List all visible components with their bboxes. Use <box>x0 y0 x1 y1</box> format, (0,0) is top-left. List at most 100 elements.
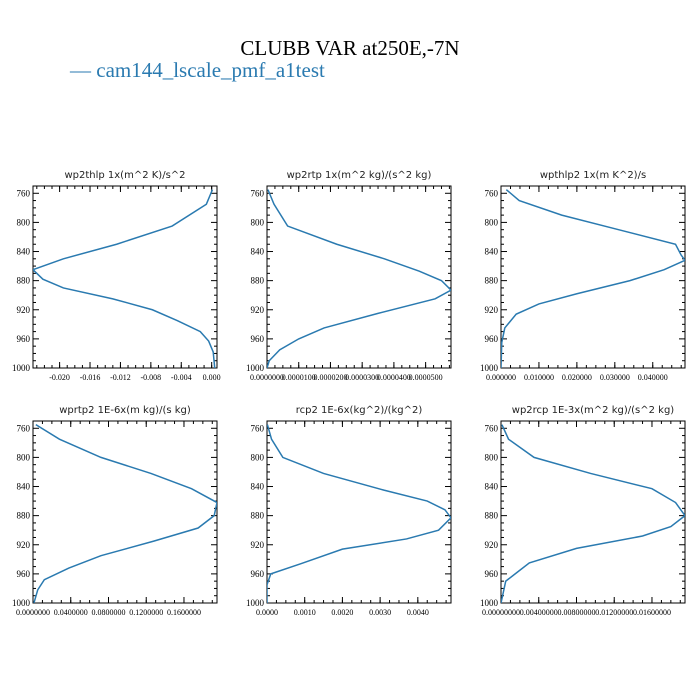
x-tick-label: 0.040000 <box>638 373 668 382</box>
x-tick-label: 0.0800000 <box>91 608 125 617</box>
subplot-title: wp2rcp 1E-3x(m^2 kg)/(s^2 kg) <box>512 405 675 416</box>
y-tick-label: 880 <box>17 511 31 521</box>
x-tick-label: 0.020000 <box>562 373 592 382</box>
y-tick-label: 920 <box>251 540 265 550</box>
y-tick-label: 920 <box>485 305 499 315</box>
x-tick-label: 0.0000 <box>256 608 278 617</box>
y-tick-label: 960 <box>17 569 31 579</box>
plot-frame <box>266 185 452 369</box>
legend-line-marker: — <box>70 58 91 82</box>
x-tick-label: -0.020 <box>49 373 70 382</box>
y-tick-label: 800 <box>251 452 265 462</box>
y-tick-label: 1000 <box>246 363 265 373</box>
x-tick-label: 0.0000300 <box>345 373 379 382</box>
subplot-3: wpthlp2 1x(m K^2)/s 760 800 840 880 920 960 100… <box>480 170 686 382</box>
x-tick-label: 0.00800000 <box>557 608 595 617</box>
y-tick-label: 760 <box>485 423 499 433</box>
x-tick-label: 0.01600000 <box>633 608 671 617</box>
plot-frame <box>266 420 452 604</box>
plot-frame <box>32 185 218 369</box>
subplot-2: wp2rtp 1x(m^2 kg)/(s^2 kg) 760 800 840 880 92… <box>246 170 452 382</box>
x-tick-label: 0.0000200 <box>313 373 347 382</box>
y-tick-label: 840 <box>485 247 499 257</box>
y-tick-label: 1000 <box>12 598 31 608</box>
series-line <box>33 424 217 603</box>
x-tick-label: 0.0000000 <box>250 373 284 382</box>
chart-title: CLUBB VAR at250E,-7N <box>240 36 460 60</box>
x-tick-label: 0.010000 <box>524 373 554 382</box>
subplot-6: wp2rcp 1E-3x(m^2 kg)/(s^2 kg) 760 800 840 88… <box>480 405 686 617</box>
legend: — cam144_lscale_pmf_a1test <box>70 58 325 83</box>
x-tick-label: 0.0000000 <box>16 608 50 617</box>
x-tick-label: 0.00400000 <box>520 608 558 617</box>
y-tick-label: 880 <box>251 511 265 521</box>
subplot-title: wp2rtp 1x(m^2 kg)/(s^2 kg) <box>287 170 432 181</box>
y-tick-label: 880 <box>485 276 499 286</box>
y-tick-label: 760 <box>485 188 499 198</box>
plot-frame <box>500 420 686 604</box>
x-tick-label: 0.01200000 <box>595 608 633 617</box>
y-tick-label: 800 <box>485 452 499 462</box>
y-tick-label: 920 <box>17 305 31 315</box>
x-tick-label: -0.004 <box>171 373 192 382</box>
legend-label: cam144_lscale_pmf_a1test <box>96 58 325 82</box>
y-tick-label: 840 <box>17 247 31 257</box>
subplot-title: rcp2 1E-6x(kg^2)/(kg^2) <box>296 405 423 416</box>
series-line <box>501 424 685 603</box>
series-line <box>501 189 685 368</box>
series-line <box>267 189 451 368</box>
y-tick-label: 800 <box>485 217 499 227</box>
subplot-4: wprtp2 1E-6x(m kg)/(s kg) 760 800 840 880 920… <box>12 405 218 617</box>
x-tick-label: -0.016 <box>80 373 101 382</box>
subplot-5: rcp2 1E-6x(kg^2)/(kg^2) 760 800 840 880 920 96… <box>246 405 452 617</box>
x-tick-label: 0.030000 <box>600 373 630 382</box>
y-tick-label: 960 <box>485 334 499 344</box>
x-tick-label: 0.1600000 <box>167 608 201 617</box>
x-tick-label: 0.0400000 <box>54 608 88 617</box>
y-tick-label: 760 <box>251 423 265 433</box>
y-tick-label: 880 <box>17 276 31 286</box>
y-tick-label: 960 <box>251 334 265 344</box>
y-tick-label: 960 <box>17 334 31 344</box>
x-tick-label: 0.0040 <box>407 608 429 617</box>
y-tick-label: 880 <box>485 511 499 521</box>
y-tick-label: 880 <box>251 276 265 286</box>
y-tick-label: 1000 <box>12 363 31 373</box>
y-tick-label: 1000 <box>246 598 265 608</box>
y-tick-label: 920 <box>17 540 31 550</box>
y-tick-label: 960 <box>485 569 499 579</box>
y-tick-label: 840 <box>17 482 31 492</box>
plot-frame <box>32 420 218 604</box>
y-tick-label: 840 <box>251 482 265 492</box>
subplot-1: wp2thlp 1x(m^2 K)/s^2 760 800 840 880 920 960 1… <box>12 170 221 382</box>
y-tick-label: 920 <box>251 305 265 315</box>
x-tick-label: 0.00000000 <box>482 608 520 617</box>
y-tick-label: 760 <box>17 188 31 198</box>
y-tick-label: 960 <box>251 569 265 579</box>
x-tick-label: -0.008 <box>141 373 162 382</box>
x-tick-label: 0.000000 <box>486 373 516 382</box>
x-tick-label: 0.1200000 <box>129 608 163 617</box>
subplot-title: wpthlp2 1x(m K^2)/s <box>540 170 646 181</box>
x-tick-label: 0.0020 <box>331 608 353 617</box>
plot-frame <box>500 185 686 369</box>
y-tick-label: 920 <box>485 540 499 550</box>
y-tick-label: 1000 <box>480 598 499 608</box>
y-tick-label: 800 <box>17 452 31 462</box>
y-tick-label: 800 <box>251 217 265 227</box>
y-tick-label: 840 <box>485 482 499 492</box>
y-tick-label: 800 <box>17 217 31 227</box>
x-tick-label: 0.0000400 <box>377 373 411 382</box>
y-tick-label: 840 <box>251 247 265 257</box>
subplot-title: wp2thlp 1x(m^2 K)/s^2 <box>64 170 185 181</box>
y-tick-label: 760 <box>17 423 31 433</box>
x-tick-label: 0.0000500 <box>409 373 443 382</box>
subplot-title: wprtp2 1E-6x(m kg)/(s kg) <box>59 405 191 416</box>
x-tick-label: 0.0000100 <box>282 373 316 382</box>
series-line <box>33 189 216 368</box>
y-tick-label: 760 <box>251 188 265 198</box>
y-tick-label: 1000 <box>480 363 499 373</box>
series-line <box>267 424 451 603</box>
x-tick-label: 0.000 <box>203 373 221 382</box>
